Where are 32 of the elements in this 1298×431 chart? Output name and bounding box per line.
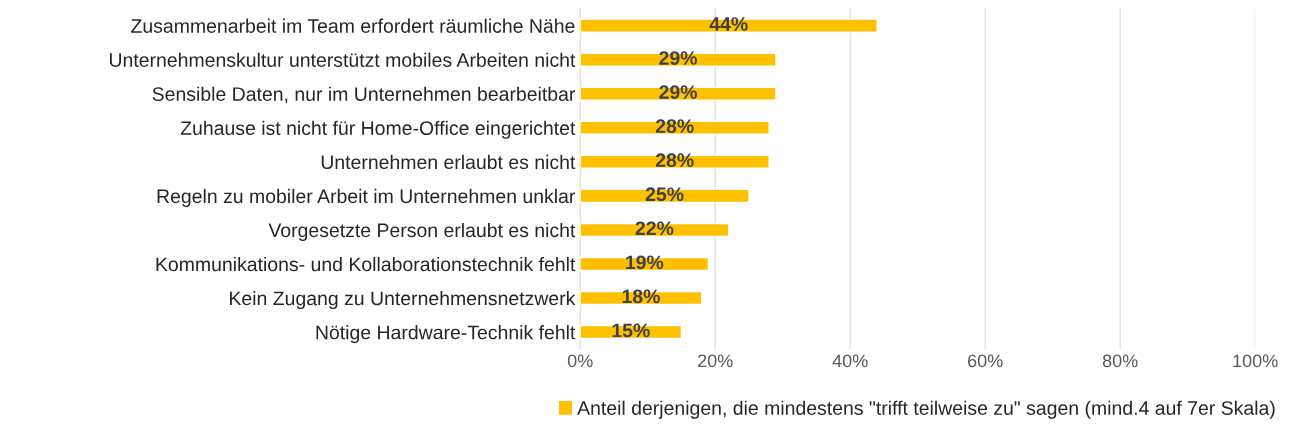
y-tick-label: Vorgesetzte Person erlaubt es nicht bbox=[268, 222, 576, 242]
bar bbox=[580, 86, 777, 101]
x-tick-label: 40% bbox=[832, 354, 868, 368]
bar bbox=[580, 18, 878, 33]
bar bbox=[580, 52, 777, 67]
x-tick-label: 20% bbox=[698, 354, 733, 368]
y-tick-label: Zusammenarbeit im Team erfordert räumliche Nähe bbox=[131, 18, 575, 33]
data-label: 44% bbox=[709, 17, 748, 31]
data-label: 15% bbox=[612, 323, 650, 338]
data-label: 25% bbox=[645, 187, 684, 202]
x-tick-label: 60% bbox=[968, 354, 1003, 368]
x-tick-label: 0% bbox=[567, 354, 593, 368]
data-label: 29% bbox=[659, 51, 698, 65]
y-tick-label: Kommunikations- und Kollaborationstechnik fehlt bbox=[156, 256, 576, 272]
data-label: 22% bbox=[635, 221, 674, 236]
y-tick-label: Nötige Hardware-Technik fehlt bbox=[316, 325, 576, 344]
data-label: 28% bbox=[655, 153, 694, 168]
y-tick-label: Sensible Daten, nur im Unternehmen bearbeitbar bbox=[152, 86, 576, 104]
data-label: 29% bbox=[659, 85, 698, 99]
bar bbox=[580, 154, 770, 170]
data-label: 28% bbox=[655, 119, 694, 134]
data-label: 19% bbox=[626, 255, 664, 270]
y-tick-label: Kein Zugang zu Unternehmensnetzwerk bbox=[230, 290, 576, 310]
data-label: 18% bbox=[622, 289, 660, 304]
x-tick-label: 100% bbox=[1233, 354, 1278, 368]
y-tick-label: Unternehmen erlaubt es nicht bbox=[321, 154, 576, 170]
x-tick-label: 80% bbox=[1102, 354, 1138, 368]
y-tick-label: Zuhause ist nicht für Home-Office eingerichtet bbox=[180, 120, 576, 139]
y-tick-label: Unternehmenskultur unterstützt mobiles Arbeiten nicht bbox=[109, 52, 576, 67]
y-tick-label: Regeln zu mobiler Arbeit im Unternehmen unklar bbox=[157, 188, 576, 207]
legend-label: Anteil derjenigen, die mindestens "trifft teilweise zu" sagen (mind.4 auf 7er Skala) bbox=[577, 400, 1275, 419]
bar bbox=[580, 120, 770, 135]
